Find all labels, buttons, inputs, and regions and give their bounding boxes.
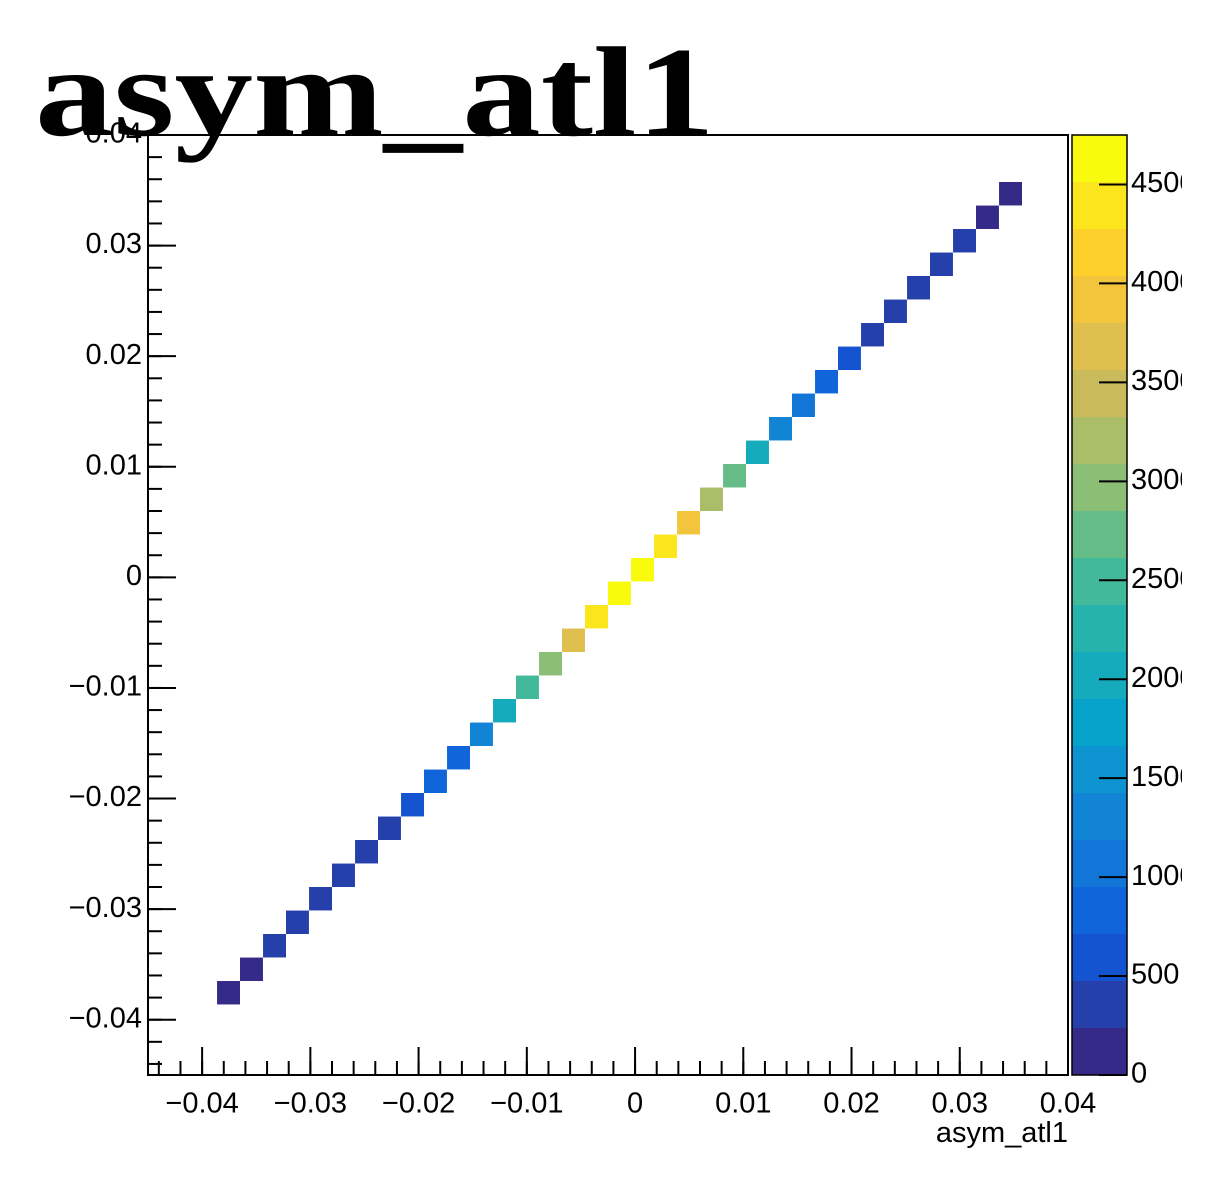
cell — [470, 722, 493, 746]
cell — [493, 699, 516, 723]
cell — [608, 581, 631, 605]
cell — [723, 464, 746, 488]
cell — [447, 746, 470, 770]
colorbar-band — [1072, 417, 1127, 464]
cell — [217, 981, 240, 1005]
y-tick-label: −0.02 — [69, 781, 142, 813]
cell — [792, 393, 815, 417]
z-tick-label: 2500 — [1131, 563, 1196, 595]
y-tick-label: −0.01 — [69, 671, 142, 703]
colorbar-band — [1072, 323, 1127, 370]
colorbar-band — [1072, 793, 1127, 840]
cell — [585, 605, 608, 629]
cell — [240, 957, 263, 981]
cell — [861, 323, 884, 347]
cell — [539, 652, 562, 676]
x-axis-label: asym_atl1 — [936, 1117, 1068, 1149]
colorbar-band — [1072, 464, 1127, 511]
cell — [332, 863, 355, 887]
z-tick-label: 3500 — [1131, 365, 1196, 397]
colorbar-band — [1072, 934, 1127, 981]
cell — [999, 182, 1022, 206]
x-tick-label: 0.04 — [1040, 1088, 1096, 1120]
cell — [907, 276, 930, 300]
cell — [700, 487, 723, 511]
cell — [562, 628, 585, 652]
z-tick-label: 4000 — [1131, 266, 1196, 298]
colorbar-band — [1072, 840, 1127, 887]
x-tick-label: 0.02 — [823, 1088, 879, 1120]
cell — [746, 440, 769, 464]
colorbar-band — [1072, 605, 1127, 652]
cell — [838, 346, 861, 370]
y-tick-label: 0.02 — [86, 339, 142, 371]
plot-area — [148, 134, 1128, 1076]
z-tick-label: 4500 — [1131, 167, 1196, 199]
cell — [815, 370, 838, 394]
z-tick-label: 2000 — [1131, 662, 1196, 694]
y-tick-label: −0.04 — [69, 1002, 142, 1034]
colorbar-band — [1072, 182, 1127, 229]
y-tick-label: 0 — [126, 560, 142, 592]
colorbar-band — [1072, 652, 1127, 699]
cell — [516, 675, 539, 699]
y-tick-label: 0.04 — [86, 118, 142, 150]
colorbar-band — [1072, 1028, 1127, 1075]
x-tick-label: 0 — [627, 1088, 643, 1120]
colorbar-band — [1072, 887, 1127, 934]
cell — [976, 205, 999, 229]
z-tick-label: 3000 — [1131, 464, 1196, 496]
y-tick-label: 0.03 — [86, 228, 142, 260]
x-tick-label: −0.02 — [382, 1088, 455, 1120]
x-tick-label: −0.04 — [165, 1088, 238, 1120]
z-tick-label: 1000 — [1131, 860, 1196, 892]
x-tick-label: −0.03 — [274, 1088, 347, 1120]
x-tick-label: −0.01 — [490, 1088, 563, 1120]
cell — [378, 816, 401, 840]
cell — [884, 299, 907, 323]
colorbar-band — [1072, 511, 1127, 558]
cell — [654, 534, 677, 558]
y-tick-label: −0.03 — [69, 892, 142, 924]
z-tick-label: 500 — [1131, 959, 1179, 991]
cell — [309, 887, 332, 911]
x-tick-label: 0.03 — [932, 1088, 988, 1120]
colorbar-band — [1072, 135, 1127, 182]
z-tick-label: 1500 — [1131, 761, 1196, 793]
cell — [677, 511, 700, 535]
cell — [769, 417, 792, 441]
cell — [631, 558, 654, 582]
chart-title: asym_atl1 — [35, 21, 715, 163]
colorbar-band — [1072, 229, 1127, 276]
x-tick-label: 0.01 — [715, 1088, 771, 1120]
cell — [401, 793, 424, 817]
z-tick-label: 0 — [1131, 1058, 1147, 1090]
cell — [263, 934, 286, 958]
cell — [286, 910, 309, 934]
colorbar-band — [1072, 558, 1127, 605]
colorbar-band — [1072, 370, 1127, 417]
frame — [147, 134, 1069, 1076]
cell — [424, 769, 447, 793]
colorbar-band — [1072, 981, 1127, 1028]
cell — [930, 252, 953, 276]
colorbar-band — [1072, 699, 1127, 746]
cell — [355, 840, 378, 864]
labels: −0.04 −0.03 −0.02 −0.01 0 0.01 0.02 0.03 0.04 −0.… — [69, 118, 1196, 1120]
y-tick-label: 0.01 — [86, 449, 142, 481]
colorbar-band — [1072, 746, 1127, 793]
cell — [953, 229, 976, 253]
